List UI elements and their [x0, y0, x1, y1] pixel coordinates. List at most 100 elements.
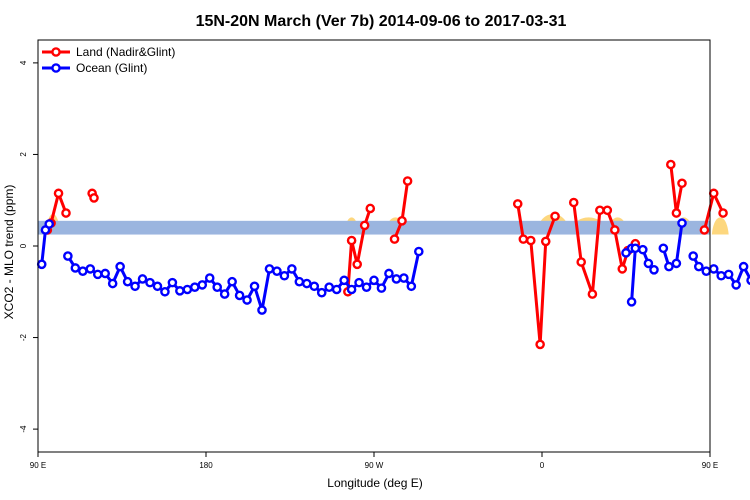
data-point [540, 236, 551, 247]
data-point [595, 205, 605, 216]
data-point [152, 281, 163, 292]
data-point [301, 278, 312, 289]
data-point [354, 277, 364, 288]
data-point [677, 218, 687, 228]
data-point [664, 261, 674, 272]
data-point [369, 275, 379, 286]
data-point [189, 282, 200, 293]
data-point [107, 278, 118, 289]
data-point [694, 261, 704, 272]
legend-entry: Land (Nadir&Glint) [42, 45, 175, 59]
legend: Land (Nadir&Glint) Ocean (Glint) [42, 45, 175, 75]
data-point [535, 339, 545, 350]
data-point [145, 277, 155, 288]
data-point [399, 273, 409, 283]
data-point [249, 281, 260, 292]
x-tick-label: 90 E [30, 461, 46, 470]
data-point [526, 235, 536, 246]
data-point [78, 266, 88, 276]
data-point [36, 259, 47, 270]
data-point [61, 208, 71, 218]
data-point [518, 234, 529, 244]
reference-band [38, 220, 710, 235]
data-point [346, 235, 357, 246]
data-point [688, 251, 699, 261]
data-point [242, 295, 252, 305]
data-point [402, 176, 413, 186]
data-point [279, 270, 290, 281]
data-point [671, 258, 682, 269]
data-point [610, 225, 620, 235]
land-surface-bump-8 [711, 217, 729, 235]
x-tick-label: 0 [540, 461, 545, 470]
data-point [576, 257, 587, 267]
y-tick-label: 0 [19, 243, 28, 248]
data-point [699, 225, 710, 235]
data-point [257, 305, 267, 315]
data-point [671, 208, 682, 218]
y-axis-label: XCO2 - MLO trend (ppm) [2, 185, 16, 320]
data-point [89, 193, 99, 203]
data-point [708, 188, 719, 199]
data-point [731, 280, 741, 290]
plot-background-layer [38, 213, 729, 235]
data-point [359, 220, 370, 231]
data-point [115, 261, 125, 272]
data-point [617, 264, 628, 274]
data-point [85, 264, 96, 274]
data-point [197, 280, 208, 290]
legend-entry: Ocean (Glint) [42, 61, 147, 75]
data-point [70, 263, 81, 273]
data-point [92, 269, 103, 280]
data-point [406, 281, 417, 292]
x-axis: 90 E 180 90 W 0 90 E [30, 452, 718, 470]
data-point [346, 284, 357, 295]
data-point [391, 274, 402, 284]
data-point [384, 268, 394, 279]
data-point [643, 258, 654, 269]
data-point [219, 289, 230, 299]
x-tick-label: 90 E [702, 461, 718, 470]
data-point [175, 286, 185, 296]
data-point [53, 188, 64, 199]
y-tick-label: -4 [19, 425, 28, 433]
data-point [294, 276, 305, 287]
y-tick-label: 2 [19, 152, 28, 157]
data-point [160, 286, 170, 297]
data-point [630, 243, 641, 254]
y-tick-label: 4 [19, 60, 28, 65]
data-point [550, 211, 560, 222]
data-point [100, 268, 110, 279]
chart-title: 15N-20N March (Ver 7b) 2014-09-06 to 201… [196, 13, 567, 30]
data-point [701, 266, 712, 276]
data-point [137, 274, 148, 284]
data-point [287, 264, 297, 274]
series-land [42, 159, 728, 350]
x-tick-label: 180 [199, 461, 213, 470]
data-point [666, 159, 676, 170]
data-point [746, 275, 750, 286]
data-point [44, 219, 55, 229]
data-point [413, 246, 424, 257]
data-point [339, 275, 349, 286]
data-point [167, 277, 178, 288]
x-tick-label: 90 W [365, 461, 384, 470]
series-ocean [36, 218, 750, 315]
x-axis-label: Longitude (deg E) [327, 476, 422, 490]
data-point [568, 197, 579, 208]
data-point [376, 283, 387, 293]
data-point [130, 281, 140, 292]
plot-frame [37, 39, 711, 453]
legend-label: Ocean (Glint) [76, 61, 147, 75]
data-point [626, 297, 637, 307]
data-point [352, 259, 363, 270]
legend-swatch-point [51, 63, 61, 73]
data-point [212, 282, 222, 293]
data-point [389, 234, 400, 244]
data-point [316, 287, 327, 298]
data-point [512, 199, 523, 209]
data-point [658, 243, 669, 254]
data-point [272, 266, 282, 276]
data-point [227, 276, 237, 287]
